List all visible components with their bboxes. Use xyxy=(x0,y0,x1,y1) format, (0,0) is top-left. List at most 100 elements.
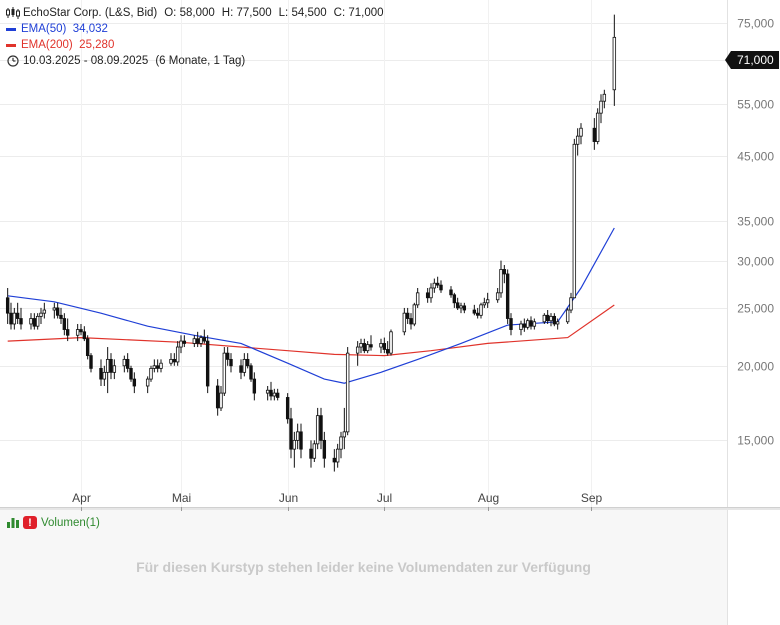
candle-body xyxy=(389,331,393,354)
candle-body xyxy=(75,329,80,336)
candle-body xyxy=(195,338,200,344)
high-value: 77,500 xyxy=(236,7,272,19)
ema50-legend[interactable]: EMA(50) 34,032 xyxy=(6,21,384,37)
candle-body xyxy=(15,312,20,319)
low-value: 54,500 xyxy=(291,7,327,19)
candle-body xyxy=(242,358,247,373)
candle-body xyxy=(365,344,370,352)
candle-body xyxy=(459,305,463,309)
volume-legend[interactable]: ! Volumen(1) xyxy=(6,516,100,529)
close-label: C: xyxy=(333,7,346,19)
candle-body xyxy=(529,320,533,327)
candle-body xyxy=(102,371,107,380)
candle-body xyxy=(505,273,510,319)
candle-body xyxy=(332,457,337,463)
candle-body xyxy=(342,431,347,438)
date-range-row[interactable]: 10.03.2025 - 08.09.2025 (6 Monate, 1 Tag… xyxy=(6,53,384,69)
x-tick-label: Aug xyxy=(478,491,499,505)
candle-body xyxy=(569,297,573,311)
candle-body xyxy=(362,343,367,352)
candle-body xyxy=(9,312,13,325)
x-tick-label: Jun xyxy=(279,491,298,505)
candle-body xyxy=(432,282,437,289)
candle-body xyxy=(132,378,137,387)
candle-body xyxy=(62,318,67,330)
open-value: 58,000 xyxy=(179,7,215,19)
candle-body xyxy=(79,329,83,333)
date-range-detail: (6 Monate, 1 Tag) xyxy=(155,55,246,67)
candle-body xyxy=(199,337,203,344)
candle-body xyxy=(105,358,110,373)
candle-body xyxy=(295,431,300,441)
candle-body xyxy=(509,318,513,330)
candle-body xyxy=(5,297,10,314)
candle-body xyxy=(59,314,63,319)
candle-body xyxy=(275,392,280,398)
candle-body xyxy=(425,292,430,299)
candle-body xyxy=(289,418,293,450)
candle-body xyxy=(552,315,557,325)
candle-body xyxy=(502,269,507,275)
ema50-value: 34,032 xyxy=(72,23,108,35)
candle-body xyxy=(402,312,407,333)
candle-body xyxy=(479,304,483,316)
candle-body xyxy=(595,112,600,142)
candle-body xyxy=(269,389,273,397)
candle-body xyxy=(545,314,550,322)
y-tick-label: 45,000 xyxy=(737,150,774,164)
candlestick-icon xyxy=(6,7,20,19)
x-tick-label: Sep xyxy=(581,491,603,505)
candle-body xyxy=(485,299,490,304)
candle-body xyxy=(455,302,460,309)
instrument-name: EchoStar Corp. (L&S, Bid) xyxy=(23,7,158,19)
alert-icon: ! xyxy=(23,516,37,529)
candle-body xyxy=(412,304,417,325)
volume-label: Volumen(1) xyxy=(41,516,100,529)
candle-body xyxy=(385,349,390,354)
candle-body xyxy=(579,127,583,137)
candle-body xyxy=(149,367,153,380)
candle-body xyxy=(315,415,320,445)
candle-body xyxy=(239,365,243,373)
candle-body xyxy=(32,318,37,327)
chart-legend: EchoStar Corp. (L&S, Bid) O: 58,000 H: 7… xyxy=(6,5,384,69)
candle-body xyxy=(145,378,150,387)
candle-body xyxy=(179,340,183,348)
volume-panel-bg xyxy=(0,510,727,625)
candle-body xyxy=(245,358,250,367)
low-label: L: xyxy=(278,7,289,19)
ema50-label: EMA(50) xyxy=(21,23,67,35)
candle-body xyxy=(252,378,257,394)
volume-no-data-message: Für diesen Kurstyp stehen leider keine V… xyxy=(136,559,591,575)
candle-body xyxy=(99,367,103,380)
candle-body xyxy=(175,346,180,363)
candle-body xyxy=(532,321,537,327)
candle-body xyxy=(592,127,597,142)
ema200-legend[interactable]: EMA(200) 25,280 xyxy=(6,37,384,53)
panel-divider xyxy=(0,508,780,510)
candle-body xyxy=(322,439,327,459)
candle-body xyxy=(339,436,343,450)
candle-body xyxy=(312,443,317,459)
candle-body xyxy=(415,292,420,306)
candle-body xyxy=(499,269,503,294)
close-value: 71,000 xyxy=(348,7,384,19)
candle-body xyxy=(12,312,17,325)
candle-body xyxy=(475,312,480,316)
candle-body xyxy=(125,358,130,369)
candle-body xyxy=(542,314,547,323)
ema200-line xyxy=(7,304,615,357)
candle-body xyxy=(82,331,87,340)
candle-body xyxy=(565,309,570,323)
candle-body xyxy=(335,448,340,463)
candle-body xyxy=(519,323,523,330)
last-price-tag: 71,000 xyxy=(725,51,779,69)
high-label: H: xyxy=(221,7,234,19)
candle-body xyxy=(285,397,290,420)
candle-body xyxy=(355,346,360,354)
candle-body xyxy=(555,321,560,325)
candle-body xyxy=(249,365,253,380)
candle-body xyxy=(525,320,530,328)
